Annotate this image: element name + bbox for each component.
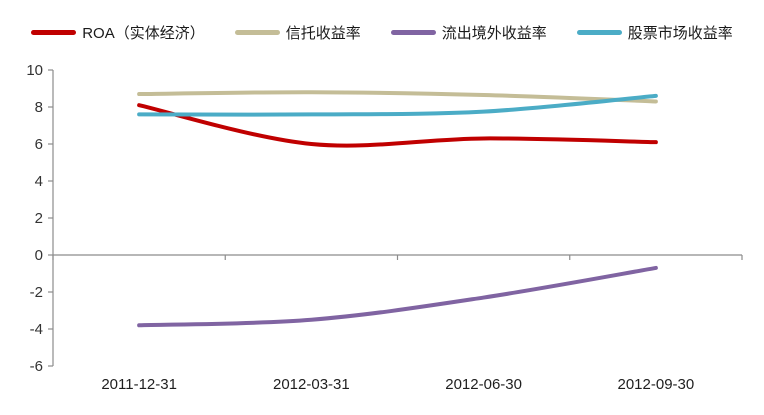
chart-legend: ROA（实体经济） 信托收益率 流出境外收益率 股票市场收益率 bbox=[0, 22, 764, 43]
legend-item-0: ROA（实体经济） bbox=[31, 22, 205, 43]
legend-label: ROA（实体经济） bbox=[82, 25, 205, 42]
series-line-1 bbox=[137, 90, 658, 104]
legend-item-2: 流出境外收益率 bbox=[390, 22, 547, 43]
legend-item-1: 信托收益率 bbox=[234, 22, 361, 43]
x-tick-label: 2012-06-30 bbox=[445, 376, 522, 393]
legend-line-swatch bbox=[576, 30, 622, 35]
y-tick-label: 6 bbox=[35, 136, 43, 153]
y-tick-label: -2 bbox=[30, 284, 43, 301]
series-line-2 bbox=[137, 265, 658, 328]
x-tick-label: 2011-12-31 bbox=[101, 376, 177, 393]
legend-line-swatch bbox=[31, 30, 77, 35]
legend-label: 流出境外收益率 bbox=[441, 25, 547, 42]
legend-line-swatch bbox=[234, 30, 280, 35]
legend-label: 信托收益率 bbox=[285, 25, 361, 42]
y-tick-label: 8 bbox=[35, 99, 43, 116]
y-tick-label: 4 bbox=[35, 173, 43, 190]
y-tick-label: 2 bbox=[35, 210, 43, 227]
y-tick-label: -6 bbox=[30, 358, 43, 375]
legend-label: 股票市场收益率 bbox=[627, 25, 733, 42]
series-line-0 bbox=[137, 103, 658, 148]
series-line-3 bbox=[137, 93, 658, 117]
x-tick-label: 2012-09-30 bbox=[618, 376, 695, 393]
y-tick-label: 0 bbox=[35, 247, 43, 264]
y-tick-label: -4 bbox=[30, 321, 43, 338]
legend-line-swatch bbox=[390, 30, 436, 35]
x-tick-label: 2012-03-31 bbox=[273, 376, 350, 393]
y-tick-label: 10 bbox=[26, 62, 43, 79]
legend-item-3: 股票市场收益率 bbox=[576, 22, 733, 43]
